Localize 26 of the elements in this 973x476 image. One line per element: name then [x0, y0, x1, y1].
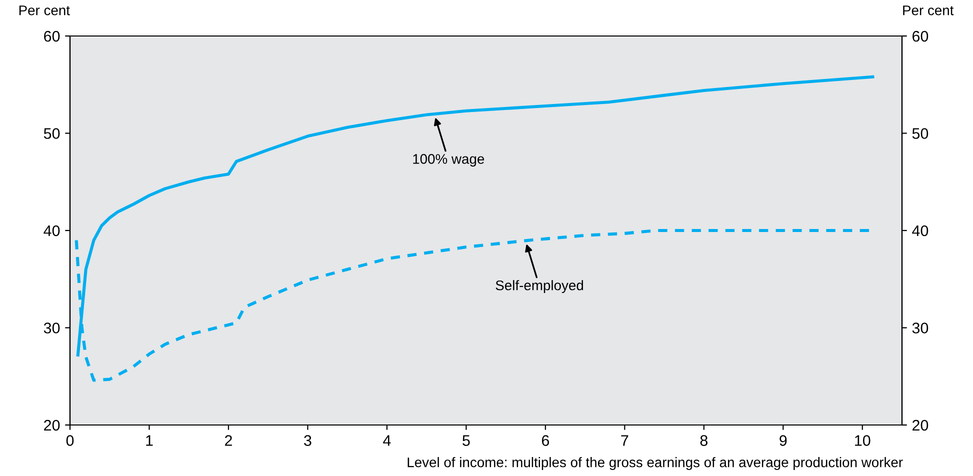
y2-tick-label: 20: [912, 420, 928, 431]
y-tick-label: 20: [44, 420, 60, 431]
x-tick-label: 3: [304, 435, 312, 446]
x-tick-label: 10: [855, 435, 870, 446]
y-tick-label: 30: [44, 322, 60, 334]
y2-tick-label: 50: [912, 128, 928, 139]
annotation: 100% wage: [413, 154, 484, 167]
y-axis-title: Per cent: [19, 6, 70, 16]
y-tick-label: 50: [44, 128, 60, 139]
y2-axis-title: Per cent: [903, 6, 954, 16]
x-tick-label: 7: [621, 435, 628, 446]
annotation: Self-employed: [496, 280, 584, 294]
x-axis-title: Level of income: multiples of the gross earnings of an average production worker: [408, 457, 903, 470]
y-tick-label: 40: [44, 225, 60, 236]
x-tick-label: 6: [542, 435, 550, 446]
x-tick-label: 8: [700, 435, 708, 446]
y2-tick-label: 40: [912, 225, 928, 236]
x-tick-label: 5: [462, 435, 470, 446]
y-tick-label: 60: [44, 30, 60, 42]
y2-tick-label: 60: [912, 30, 928, 42]
x-tick-label: 1: [146, 435, 153, 446]
x-tick-label: 4: [383, 435, 391, 446]
x-tick-label: 0: [66, 435, 74, 446]
y2-tick-label: 30: [912, 322, 928, 334]
x-tick-label: 2: [224, 435, 232, 446]
x-tick-label: 9: [780, 435, 787, 446]
